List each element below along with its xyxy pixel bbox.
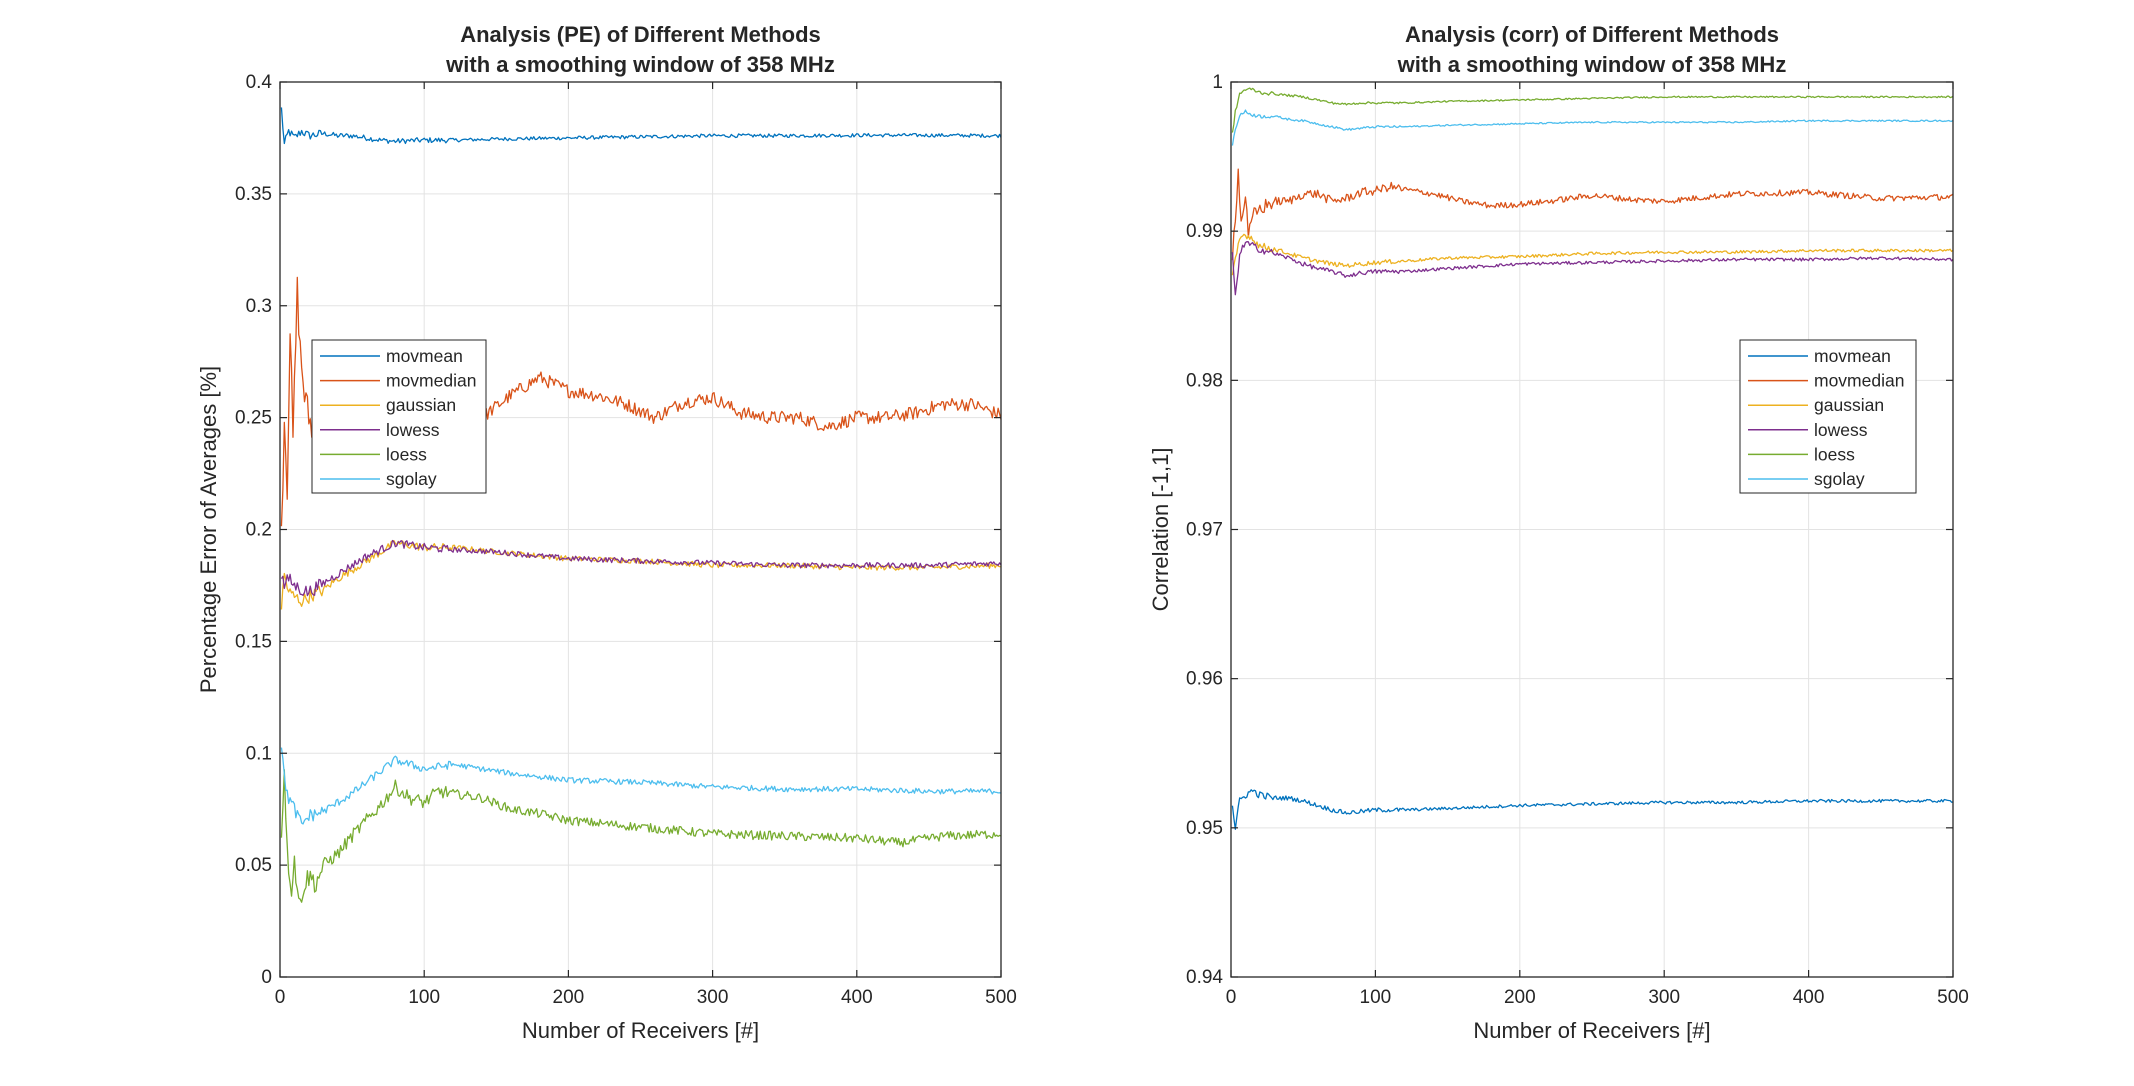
x-tick-label: 500 [985, 987, 1017, 1008]
chart-title-line1: Analysis (corr) of Different Methods [1405, 22, 1779, 47]
legend-label-sgolay: sgolay [1814, 469, 1865, 489]
x-tick-label: 300 [1648, 987, 1680, 1008]
x-tick-label: 400 [841, 987, 873, 1008]
y-tick-label: 0.15 [235, 631, 272, 652]
series-line-gaussian [1231, 233, 1954, 276]
legend-label-movmedian: movmedian [386, 371, 476, 391]
legend-label-lowess: lowess [1814, 420, 1868, 440]
legend-label-sgolay: sgolay [386, 469, 437, 489]
series-line-movmean [280, 107, 1002, 145]
series-line-loess [280, 769, 1002, 903]
legend-label-loess: loess [1814, 444, 1855, 464]
series-lines [1231, 87, 1954, 830]
y-axis-label: Percentage Error of Averages [%] [196, 366, 221, 693]
y-tick-label: 0.25 [235, 408, 272, 429]
y-tick-label: 0.94 [1186, 967, 1223, 988]
chart-title-line2: with a smoothing window of 358 MHz [1397, 52, 1787, 77]
series-line-gaussian [280, 539, 1002, 610]
ticks: 0 100 200 300 400 500 0 0.05 0.1 0.15 0.2 0.25 0.3 0.… [235, 72, 1017, 1008]
chart-corr: 0 100 200 300 400 500 0.94 0.95 0.96 0.97 0.98 0.99… [1148, 22, 1969, 1043]
chart-title-line2: with a smoothing window of 358 MHz [445, 52, 835, 77]
legend-box [1739, 339, 1917, 494]
series-line-sgolay [1231, 109, 1954, 146]
legend-label-movmean: movmean [386, 346, 463, 366]
chart-pe: 0 100 200 300 400 500 0 0.05 0.1 0.15 0.2 0.25 0.3 0.… [196, 22, 1017, 1043]
series-line-loess [1231, 87, 1954, 133]
legend-label-movmedian: movmedian [1814, 371, 1904, 391]
y-tick-label: 0.2 [246, 520, 272, 541]
series-line-movmedian [1231, 168, 1954, 261]
y-tick-label: 0.1 [246, 743, 272, 764]
series-line-lowess [280, 539, 1002, 597]
x-tick-label: 400 [1793, 987, 1825, 1008]
y-tick-label: 1 [1212, 72, 1223, 93]
y-tick-label: 0.96 [1186, 669, 1223, 690]
x-tick-label: 0 [1226, 987, 1237, 1008]
chart-title-line1: Analysis (PE) of Different Methods [460, 22, 821, 47]
y-tick-label: 0.99 [1186, 221, 1223, 242]
x-tick-label: 100 [408, 987, 440, 1008]
y-tick-label: 0.95 [1186, 818, 1223, 839]
legend-box [311, 339, 487, 494]
x-axis-label: Number of Receivers [#] [522, 1018, 759, 1043]
y-tick-label: 0.4 [246, 72, 273, 93]
legend-label-lowess: lowess [386, 420, 440, 440]
x-tick-label: 200 [1504, 987, 1536, 1008]
x-tick-label: 500 [1937, 987, 1969, 1008]
y-tick-label: 0.98 [1186, 370, 1223, 391]
y-tick-label: 0.97 [1186, 520, 1223, 541]
legend-label-movmean: movmean [1814, 346, 1891, 366]
x-tick-label: 200 [553, 987, 585, 1008]
legend: movmean movmedian gaussian lowess loess sgola… [311, 339, 487, 494]
series-line-lowess [1231, 241, 1954, 296]
x-tick-label: 100 [1360, 987, 1392, 1008]
x-tick-label: 300 [697, 987, 729, 1008]
y-tick-label: 0.3 [246, 296, 272, 317]
x-tick-label: 0 [275, 987, 286, 1008]
legend-label-loess: loess [386, 444, 427, 464]
legend-label-gaussian: gaussian [386, 395, 456, 415]
legend-label-gaussian: gaussian [1814, 395, 1884, 415]
series-line-sgolay [280, 747, 1002, 825]
series-lines [280, 107, 1002, 903]
x-axis-label: Number of Receivers [#] [1473, 1018, 1710, 1043]
y-tick-label: 0 [261, 967, 272, 988]
ticks: 0 100 200 300 400 500 0.94 0.95 0.96 0.97 0.98 0.99… [1186, 72, 1969, 1008]
y-tick-label: 0.05 [235, 855, 272, 876]
series-line-movmean [1231, 789, 1954, 830]
y-tick-label: 0.35 [235, 184, 272, 205]
y-axis-label: Correlation [-1,1] [1148, 448, 1173, 612]
legend: movmean movmedian gaussian lowess loess sgola… [1739, 339, 1917, 494]
